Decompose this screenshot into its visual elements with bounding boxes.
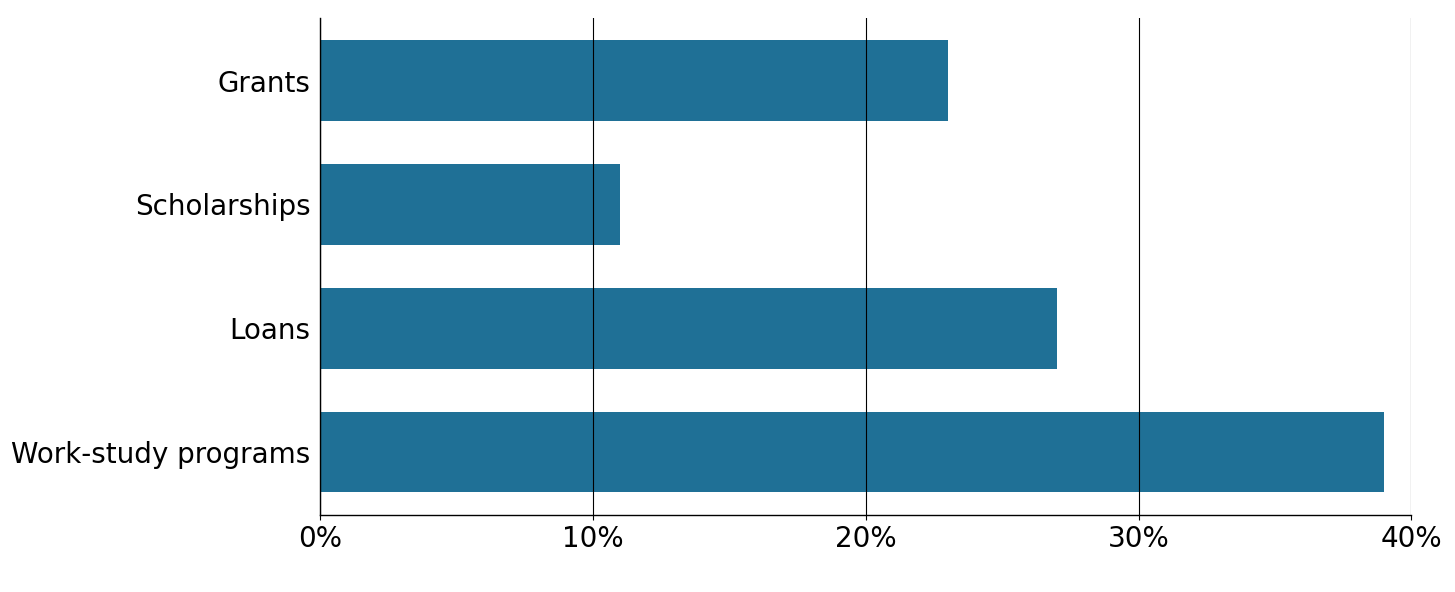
Bar <box>320 288 1056 369</box>
Bar <box>320 164 620 244</box>
Bar <box>320 412 1384 493</box>
Bar <box>320 40 947 121</box>
